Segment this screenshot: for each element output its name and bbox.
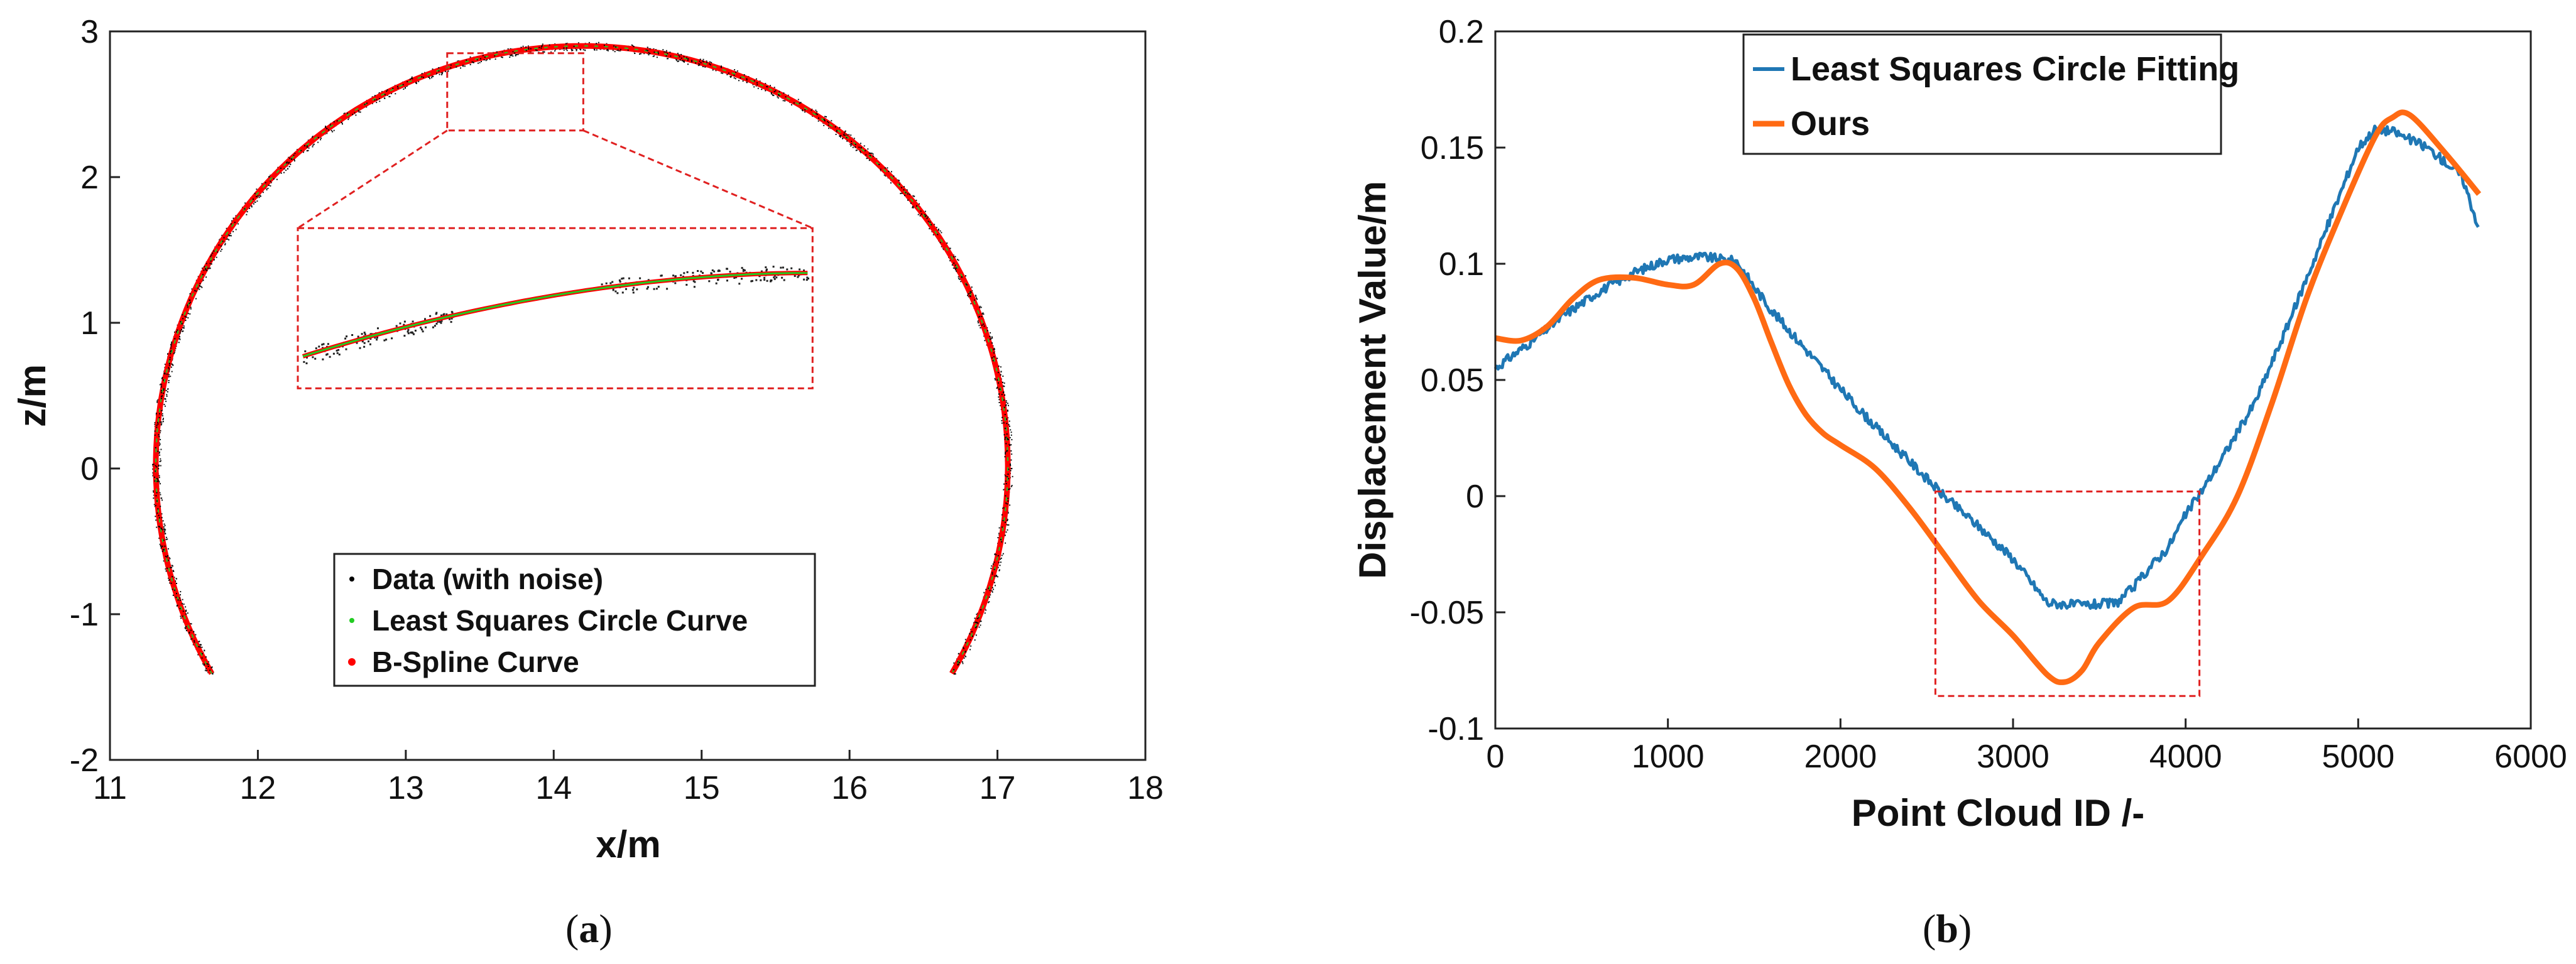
b-ytick-label: 0.2 xyxy=(1439,14,1484,50)
caption-b-letter: b xyxy=(1936,906,1958,951)
a-xtick-label: 12 xyxy=(240,770,276,806)
b-xtick-label: 3000 xyxy=(1977,739,2049,775)
b-xtick-label: 0 xyxy=(1487,739,1505,775)
panel-b-marks xyxy=(1493,109,2482,697)
panel-a-y-axis-label: z/m xyxy=(11,364,53,427)
legend-bspline-label: B-Spline Curve xyxy=(372,646,579,678)
legend-data-label: Data (with noise) xyxy=(372,563,603,595)
a-xtick-label: 13 xyxy=(388,770,424,806)
legend-least-squares-marker xyxy=(349,618,354,623)
a-xtick-label: 16 xyxy=(831,770,868,806)
caption-a-close: ) xyxy=(599,906,612,951)
caption-a: (a) xyxy=(565,906,613,951)
highlight-box xyxy=(1934,490,2201,697)
b-xtick-label: 6000 xyxy=(2494,739,2567,775)
b-xtick-label: 5000 xyxy=(2322,739,2394,775)
a-ytick-label: 3 xyxy=(80,14,99,50)
panel-b-ticks: 0 1000 2000 3000 4000 5000 6000 -0.1 -0.05 0 0.05 0… xyxy=(1409,14,2567,775)
a-xtick-label: 14 xyxy=(535,770,572,806)
caption-a-open: ( xyxy=(565,906,579,951)
a-xtick-label: 11 xyxy=(93,770,127,806)
b-ytick-label: 0 xyxy=(1466,479,1484,515)
caption-b: (b) xyxy=(1923,906,1972,951)
panel-a-legend-box xyxy=(333,553,816,687)
caption-b-open: ( xyxy=(1923,906,1936,951)
legend-lsq-fitting-label: Least Squares Circle Fitting xyxy=(1791,50,2239,88)
zoom-connector-left xyxy=(297,129,448,229)
series-least-squares-circle-fitting xyxy=(1493,124,2480,610)
b-ytick-label: -0.1 xyxy=(1427,711,1484,747)
panel-a-axes-frame xyxy=(109,30,1147,761)
caption-b-close: ) xyxy=(1958,906,1972,951)
legend-bspline-marker xyxy=(348,658,356,666)
b-ytick-label: -0.05 xyxy=(1409,595,1484,631)
zoom-inset-box xyxy=(297,227,814,389)
caption-a-letter: a xyxy=(579,906,599,951)
legend-ours-label: Ours xyxy=(1791,105,1870,143)
least-squares-circle-curve xyxy=(155,45,1009,674)
panel-a-x-axis-label: x/m xyxy=(596,823,660,865)
legend-least-squares-label: Least Squares Circle Curve xyxy=(372,604,748,637)
a-ytick-label: -2 xyxy=(70,742,99,779)
b-xtick-label: 4000 xyxy=(2149,739,2222,775)
b-ytick-label: 0.05 xyxy=(1421,362,1484,399)
series-ours xyxy=(1495,109,2482,685)
a-ytick-label: -1 xyxy=(70,597,99,633)
b-ytick-label: 0.1 xyxy=(1439,246,1484,283)
panel-b: 0 1000 2000 3000 4000 5000 6000 -0.1 -0.05 0 0.05 0… xyxy=(1351,14,2567,834)
panel-a-legend: Data (with noise) Least Squares Circle C… xyxy=(333,553,816,687)
a-ytick-label: 0 xyxy=(80,451,99,487)
a-xtick-label: 15 xyxy=(684,770,720,806)
panel-b-y-axis-label: Displacement Value/m xyxy=(1351,181,1394,579)
a-ytick-label: 2 xyxy=(80,160,99,196)
b-ytick-label: 0.15 xyxy=(1421,130,1484,166)
b-xtick-label: 2000 xyxy=(1804,739,1877,775)
panel-b-x-axis-label: Point Cloud ID /- xyxy=(1852,792,2145,834)
panel-a-marks xyxy=(152,41,1013,675)
a-ytick-label: 1 xyxy=(80,305,99,342)
legend-data-marker xyxy=(349,577,354,582)
zoom-source-box xyxy=(446,52,584,132)
b-xtick-label: 1000 xyxy=(1632,739,1705,775)
inset-least-squares-curve xyxy=(302,272,808,357)
zoom-connector-right xyxy=(582,129,813,229)
a-xtick-label: 17 xyxy=(980,770,1016,806)
panel-b-legend-box xyxy=(1742,33,2222,155)
a-xtick-label: 18 xyxy=(1127,770,1164,806)
panel-b-legend: Least Squares Circle Fitting Ours xyxy=(1742,33,2239,155)
